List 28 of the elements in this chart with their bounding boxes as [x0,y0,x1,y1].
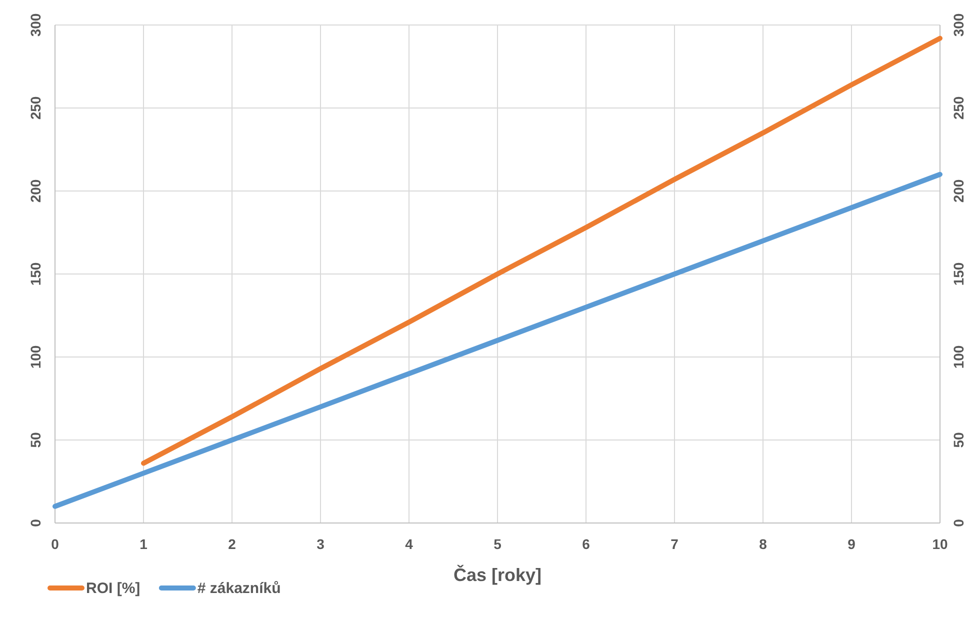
y2-tick-label: 150 [950,262,967,286]
legend-label: # zákazníků [197,580,281,597]
x-tick-label: 1 [140,536,148,552]
x-tick-label: 2 [228,536,236,552]
x-tick-label: 5 [494,536,502,552]
x-tick-label: 6 [582,536,590,552]
x-axis-title: Čas [roky] [453,564,542,585]
x-tick-label: 10 [932,536,948,552]
legend-label: ROI [%] [86,580,140,597]
y-tick-label: 300 [28,13,44,37]
y-tick-label: 200 [28,179,44,203]
x-tick-label: 9 [848,536,856,552]
y2-tick-label: 0 [950,518,967,527]
y2-tick-label: 100 [950,345,967,369]
y2-tick-label: 50 [950,432,967,448]
y-tick-label: 100 [28,345,44,369]
x-tick-label: 3 [316,536,325,552]
x-tick-label: 8 [759,536,768,552]
y2-tick-label: 200 [950,179,967,203]
y2-tick-label: 300 [950,13,967,37]
y-tick-label: 250 [28,96,44,120]
y-tick-label: 150 [28,262,44,286]
y2-tick-label: 250 [950,96,967,120]
x-tick-label: 4 [405,536,414,552]
y-tick-label: 50 [28,432,44,448]
y-tick-label: 0 [28,518,44,527]
x-tick-label: 0 [51,536,60,552]
x-tick-label: 7 [670,536,679,552]
